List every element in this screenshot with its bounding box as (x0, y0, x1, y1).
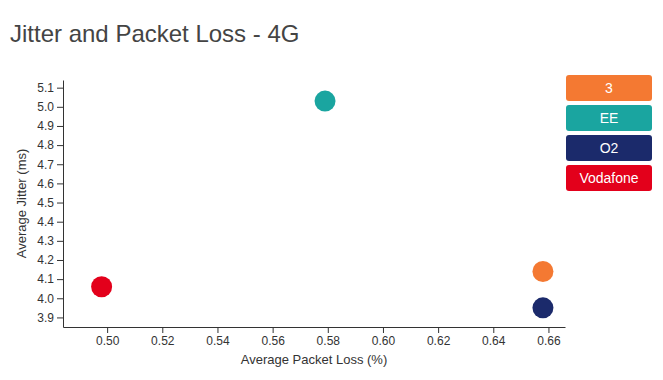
x-axis-line (64, 327, 566, 328)
y-tick-label: 4.3 (37, 234, 54, 248)
y-tick-mark (57, 126, 63, 127)
y-tick-mark (57, 222, 63, 223)
title: Jitter and Packet Loss - 4G (10, 20, 299, 47)
x-tick-mark (493, 327, 494, 333)
x-tick-label: 0.60 (372, 334, 396, 348)
x-tick-mark (217, 327, 218, 333)
x-tick: 0.56 (261, 327, 285, 348)
y-tick-mark (57, 183, 63, 184)
y-tick: 5.1 (37, 81, 63, 95)
legend: 3 EE O2 Vodafone (566, 75, 652, 191)
legend-label: O2 (600, 140, 619, 156)
legend-swatch (566, 165, 652, 191)
y-tick: 4.2 (37, 253, 63, 267)
y-tick-mark (57, 317, 63, 318)
point (532, 261, 553, 282)
legend-swatch (566, 135, 652, 161)
x-tick: 0.66 (537, 327, 561, 348)
y-tick-label: 3.9 (37, 311, 54, 325)
x-tick-mark (438, 327, 439, 333)
y-tick: 4.4 (37, 215, 63, 229)
y-tick-mark (57, 164, 63, 165)
y-tick: 4.6 (37, 177, 63, 191)
y-tick-mark (57, 203, 63, 204)
y-tick-mark (57, 279, 63, 280)
x-tick-mark (107, 327, 108, 333)
x-tick-label: 0.54 (206, 334, 230, 348)
x-tick-mark (328, 327, 329, 333)
y-tick: 4.3 (37, 234, 63, 248)
x-tick: 0.52 (151, 327, 175, 348)
x-tick-label: 0.56 (261, 334, 285, 348)
x-tick-mark (162, 327, 163, 333)
chart: Jitter and Packet Loss - 4G0.500.520.540… (0, 0, 663, 380)
x-tick-label: 0.62 (427, 334, 451, 348)
y-tick-mark (57, 241, 63, 242)
x-axis: 0.50 0.52 0.54 0.56 0.58 0.60 0.62 0.64 0.66 (64, 327, 566, 348)
legend-label: Vodafone (579, 170, 638, 186)
x-tick: 0.58 (317, 327, 341, 348)
legend-swatch (566, 75, 652, 101)
x-tick: 0.64 (482, 327, 506, 348)
point (315, 91, 336, 112)
y-tick: 4.1 (37, 272, 63, 286)
y-tick-label: 4.7 (37, 158, 54, 172)
plot-area (91, 91, 553, 319)
y-tick: 4.9 (37, 119, 63, 133)
y-tick-label: 5.1 (37, 81, 54, 95)
legend-label: 3 (605, 80, 613, 96)
y-tick: 4.8 (37, 138, 63, 152)
y-tick-mark (57, 145, 63, 146)
x-tick: 0.62 (427, 327, 451, 348)
y-tick-label: 4.0 (37, 292, 54, 306)
y-axis-line (63, 81, 64, 328)
point (532, 297, 553, 318)
x-tick-label: 0.58 (317, 334, 341, 348)
y-axis-title: Average Jitter (ms) (14, 149, 29, 259)
legend-label: EE (600, 110, 619, 126)
x-tick-mark (383, 327, 384, 333)
y-tick-label: 5.0 (37, 100, 54, 114)
point (91, 276, 112, 297)
y-tick-label: 4.2 (37, 253, 54, 267)
y-axis: 3.9 4.0 4.1 4.2 4.3 4.4 4.5 4.6 4.7 4.8 4.9 5.0 5.1 (37, 81, 63, 328)
x-tick-label: 0.66 (537, 334, 561, 348)
y-tick-label: 4.5 (37, 196, 54, 210)
y-tick-mark (57, 107, 63, 108)
y-tick-label: 4.6 (37, 177, 54, 191)
y-tick-label: 4.1 (37, 272, 54, 286)
y-tick-label: 4.9 (37, 119, 54, 133)
y-tick-mark (57, 88, 63, 89)
x-tick-mark (548, 327, 549, 333)
y-tick: 5.0 (37, 100, 63, 114)
y-tick-mark (57, 260, 63, 261)
x-axis-title: Average Packet Loss (%) (241, 352, 387, 367)
x-tick-label: 0.50 (96, 334, 120, 348)
x-tick: 0.54 (206, 327, 230, 348)
y-tick-mark (57, 298, 63, 299)
y-tick: 3.9 (37, 311, 63, 325)
x-tick-mark (273, 327, 274, 333)
x-tick-label: 0.52 (151, 334, 175, 348)
x-tick-label: 0.64 (482, 334, 506, 348)
y-tick: 4.0 (37, 292, 63, 306)
y-tick-label: 4.8 (37, 138, 54, 152)
legend-swatch (566, 105, 652, 131)
y-tick: 4.5 (37, 196, 63, 210)
x-tick: 0.50 (96, 327, 120, 348)
y-tick: 4.7 (37, 158, 63, 172)
y-tick-label: 4.4 (37, 215, 54, 229)
x-tick: 0.60 (372, 327, 396, 348)
